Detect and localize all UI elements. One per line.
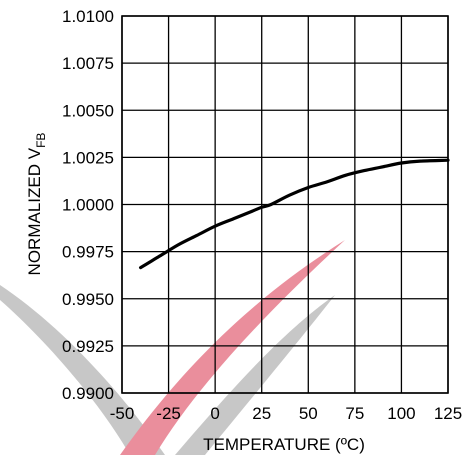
x-tick-label: 100 (387, 404, 415, 423)
y-tick-label: 1.0000 (62, 196, 114, 215)
y-tick-label: 0.9925 (62, 337, 114, 356)
y-tick-label: 1.0075 (62, 54, 114, 73)
grid (121, 15, 449, 394)
watermark-gray-swoosh-left (0, 285, 165, 455)
x-tick-label: 125 (434, 404, 462, 423)
y-axis-label: NORMALIZED VFB (25, 133, 48, 276)
y-tick-label: 0.9975 (62, 243, 114, 262)
x-tick-label: 0 (210, 404, 219, 423)
x-tick-label: 25 (252, 404, 271, 423)
y-tick-label: 1.0100 (62, 7, 114, 26)
x-tick-labels: -50 -25 0 25 50 75 100 125 (110, 404, 462, 423)
plot-frame (121, 15, 449, 394)
x-tick-label: 75 (345, 404, 364, 423)
y-axis-label-subscript: FB (34, 133, 48, 148)
x-tick-label: -25 (156, 404, 181, 423)
y-tick-labels: 0.9900 0.9925 0.9950 0.9975 1.0000 1.0025 1.00… (62, 7, 114, 403)
x-tick-label: -50 (110, 404, 135, 423)
watermark-red-swoosh (120, 240, 345, 455)
y-tick-label: 0.9950 (62, 290, 114, 309)
series-layer (139, 158, 450, 270)
watermark-gray-swoosh-right (175, 295, 335, 455)
series-line (139, 158, 450, 270)
y-tick-label: 0.9900 (62, 384, 114, 403)
x-tick-label: 50 (299, 404, 318, 423)
y-axis-label-main: NORMALIZED V (25, 147, 44, 275)
y-tick-label: 1.0025 (62, 148, 114, 167)
y-tick-label: 1.0050 (62, 101, 114, 120)
watermark-logo (0, 240, 345, 455)
x-axis-label: TEMPERATURE (ºC) (203, 435, 365, 454)
